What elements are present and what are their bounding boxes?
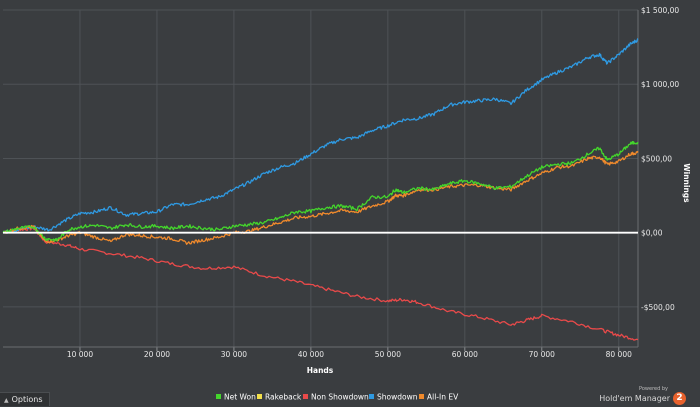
legend-label[interactable]: Rakeback (265, 393, 302, 402)
y-tick-label: $1 500,00 (641, 6, 679, 15)
x-tick-label: 70 000 (529, 350, 555, 359)
x-tick-label: 80 000 (606, 350, 632, 359)
legend-label[interactable]: Showdown (377, 393, 418, 402)
legend-swatch[interactable] (419, 394, 424, 399)
powered-by-text: Powered by (639, 386, 668, 392)
series-line-net-won (2, 140, 639, 242)
legend-swatch[interactable] (369, 394, 374, 399)
brand-logo-area: Powered by Hold'em Manager 2 (599, 386, 686, 405)
legend-swatch[interactable] (257, 394, 262, 399)
brand-name: Hold'em Manager (599, 394, 670, 403)
y-axis-title: Winnings (682, 163, 691, 203)
options-label: Options (11, 395, 43, 404)
y-tick-label: $0,00 (641, 229, 663, 238)
chart-legend: Net Won Rakeback Non Showdown Showdown All-I… (216, 393, 459, 402)
legend-swatch[interactable] (216, 394, 221, 399)
x-tick-label: 10 000 (67, 350, 93, 359)
x-tick-label: 50 000 (375, 350, 401, 359)
x-tick-label: 30 000 (221, 350, 247, 359)
legend-label[interactable]: Net Won (224, 393, 256, 402)
y-tick-label: $500,00 (641, 154, 672, 163)
series-line-all-in-ev (2, 150, 639, 245)
x-tick-label: 60 000 (452, 350, 478, 359)
caret-icon: ▲ (4, 397, 9, 404)
legend-swatch[interactable] (303, 394, 308, 399)
hm2-logo-icon: 2 (673, 392, 686, 405)
options-button[interactable]: ▲ Options (0, 392, 50, 406)
chart-series-lines (2, 38, 639, 341)
x-tick-label: 40 000 (298, 350, 324, 359)
x-tick-label: 20 000 (144, 350, 170, 359)
series-line-showdown (2, 38, 639, 234)
legend-label[interactable]: Non Showdown (311, 393, 369, 402)
legend-label[interactable]: All-In EV (427, 393, 459, 402)
y-axis-ticks: -$500,00 $0,00 $500,00 $1 000,00 $1 500,00 (641, 6, 679, 312)
series-line-non-showdown (2, 226, 639, 341)
y-tick-label: -$500,00 (641, 303, 675, 312)
x-axis-ticks: 10 000 20 000 30 000 40 000 50 000 60 000 70 0… (67, 350, 632, 359)
y-tick-label: $1 000,00 (641, 80, 679, 89)
x-axis-title: Hands (307, 366, 334, 375)
